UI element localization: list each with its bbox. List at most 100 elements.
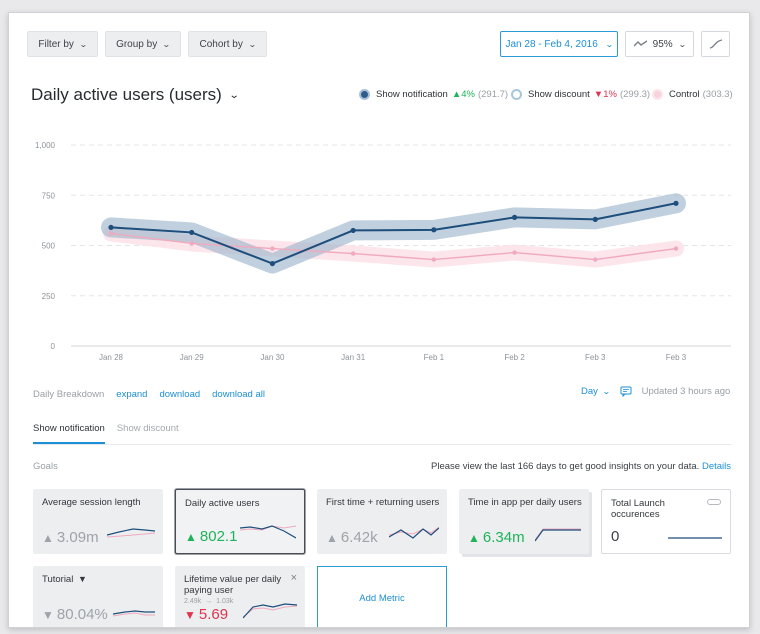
data-point[interactable]: [511, 214, 518, 220]
data-point[interactable]: [270, 246, 275, 251]
daily-breakdown-label: Daily Breakdown: [33, 389, 105, 400]
app-window: Filter by ⌄ Group by ⌄ Cohort by ⌄ Jan 2…: [8, 12, 750, 628]
data-point[interactable]: [189, 241, 194, 246]
metric-card-title: Time in app per daily users: [468, 497, 582, 508]
metric-card[interactable]: First time + returning users ▲ 6.42k: [317, 489, 447, 554]
legend-change: ▲4%: [451, 89, 475, 100]
breakdown-toolbar: Daily Breakdown expand download download…: [33, 389, 265, 400]
data-point[interactable]: [269, 260, 276, 267]
chevron-down-icon: ⌄: [677, 39, 687, 49]
legend-label: Control: [669, 89, 700, 100]
metric-value-text: 0: [611, 528, 620, 545]
sparkline: [240, 525, 296, 539]
details-link[interactable]: Details: [701, 461, 731, 472]
sparkline: [107, 528, 155, 538]
legend-dot-icon: [359, 89, 370, 100]
chevron-down-icon: ⌄: [162, 39, 171, 49]
metric-value-text: 80.04%: [56, 606, 108, 623]
legend-dot-icon: [511, 89, 522, 100]
legend-change: ▼1%: [593, 89, 617, 100]
filter-by-dropdown[interactable]: Filter by ⌄: [27, 31, 98, 57]
legend-item-control[interactable]: Control (303.3): [652, 89, 733, 100]
x-tick-label: Jan 30: [260, 353, 285, 362]
data-point[interactable]: [431, 257, 437, 262]
toggle-icon[interactable]: [707, 499, 721, 505]
legend-label: Show notification: [376, 89, 448, 100]
trend-down-icon: ▼: [184, 607, 196, 622]
metric-card-title: First time + returning users: [326, 497, 440, 508]
add-metric-button[interactable]: Add Metric: [317, 566, 447, 627]
data-point[interactable]: [350, 227, 356, 234]
data-point[interactable]: [592, 216, 598, 222]
download-link[interactable]: download: [159, 389, 201, 400]
granularity-dropdown[interactable]: Day ⌄: [581, 386, 611, 397]
metric-value-text: 3.09m: [56, 529, 99, 546]
data-point[interactable]: [512, 250, 517, 255]
metric-subvalue-a: 2.49k: [184, 598, 202, 605]
metric-value-text: 6.34m: [482, 529, 525, 546]
metric-value-text: 802.1: [199, 528, 238, 545]
trend-line-icon: [633, 40, 647, 47]
data-point[interactable]: [673, 200, 679, 206]
metric-card-title: Total Launch occurences: [611, 498, 665, 520]
chart-title-dropdown[interactable]: Daily active users (users) ⌄: [31, 85, 239, 105]
data-point[interactable]: [189, 229, 195, 236]
expand-link[interactable]: expand: [116, 389, 148, 400]
metric-card[interactable]: Time in app per daily users ▲ 6.34m: [459, 489, 589, 554]
filter-by-label: Filter by: [38, 38, 74, 50]
tab-show-notification[interactable]: Show notification: [33, 423, 105, 444]
y-tick-label: 750: [42, 191, 56, 200]
metric-card-value: ▼ 80.04%: [42, 606, 108, 623]
metric-card[interactable]: Lifetime value per daily paying user × 2…: [175, 566, 305, 627]
metric-card-value: ▲ 3.09m: [42, 529, 99, 546]
comment-icon[interactable]: [620, 386, 632, 397]
metric-value-text: 6.42k: [340, 529, 378, 546]
data-point[interactable]: [350, 251, 356, 256]
tab-show-discount[interactable]: Show discount: [116, 423, 179, 434]
data-point[interactable]: [673, 246, 679, 251]
x-tick-label: Feb 3: [585, 353, 606, 362]
metric-card[interactable]: Total Launch occurences 0: [601, 489, 731, 554]
legend-item-show-notification[interactable]: Show notification ▲4% (291.7): [359, 89, 508, 100]
goals-heading: Goals: [33, 461, 58, 472]
metric-card-value: 0: [611, 528, 619, 545]
y-tick-label: 500: [42, 242, 56, 251]
x-tick-label: Jan 31: [341, 353, 366, 362]
close-icon[interactable]: ×: [290, 572, 297, 584]
metric-card[interactable]: Average session length ▲ 3.09m: [33, 489, 163, 554]
data-point[interactable]: [593, 257, 598, 262]
data-point[interactable]: [431, 227, 437, 233]
sparkline: [389, 526, 439, 539]
x-tick-label: Feb 1: [424, 353, 445, 362]
trend-up-icon: ▲: [42, 530, 54, 545]
metric-subvalue-b: 1.03k: [216, 598, 234, 605]
granularity-label: Day: [581, 386, 598, 397]
metric-card[interactable]: Tutorial ▼ ▼ 80.04%: [33, 566, 163, 627]
sparkline: [113, 610, 155, 617]
cohort-by-dropdown[interactable]: Cohort by ⌄: [188, 31, 267, 57]
date-range-label: Jan 28 - Feb 4, 2016: [505, 38, 598, 50]
y-tick-label: 0: [51, 342, 56, 351]
legend-value: (291.7): [477, 89, 509, 100]
x-tick-label: Jan 29: [180, 353, 205, 362]
legend-value: (303.3): [702, 89, 733, 100]
data-point[interactable]: [108, 224, 114, 231]
add-metric-label: Add Metric: [359, 593, 405, 604]
download-all-link[interactable]: download all: [212, 389, 265, 400]
metric-card-selected[interactable]: Daily active users ▲ 802.1: [175, 489, 305, 554]
variant-tabs: Show notification Show discount: [33, 423, 179, 444]
legend-item-show-discount[interactable]: Show discount ▼1% (299.3): [511, 89, 650, 100]
cumulative-chart-button[interactable]: [701, 31, 730, 57]
date-range-picker[interactable]: Jan 28 - Feb 4, 2016 ⌄: [500, 31, 618, 57]
data-point[interactable]: [108, 231, 114, 236]
metric-value-text: 5.69: [198, 606, 229, 623]
metric-subvalues: 2.49k → 1.03k: [184, 598, 234, 605]
metric-title-text: Tutorial: [42, 574, 74, 585]
confidence-dropdown[interactable]: 95% ⌄: [625, 31, 694, 57]
chevron-down-icon: ⌄: [601, 387, 611, 396]
filter-icon: ▼: [77, 574, 87, 584]
metric-card-value: ▲ 6.42k: [326, 529, 378, 546]
sparkline: [535, 528, 581, 542]
legend-label: Show discount: [528, 89, 590, 100]
group-by-dropdown[interactable]: Group by ⌄: [105, 31, 181, 57]
